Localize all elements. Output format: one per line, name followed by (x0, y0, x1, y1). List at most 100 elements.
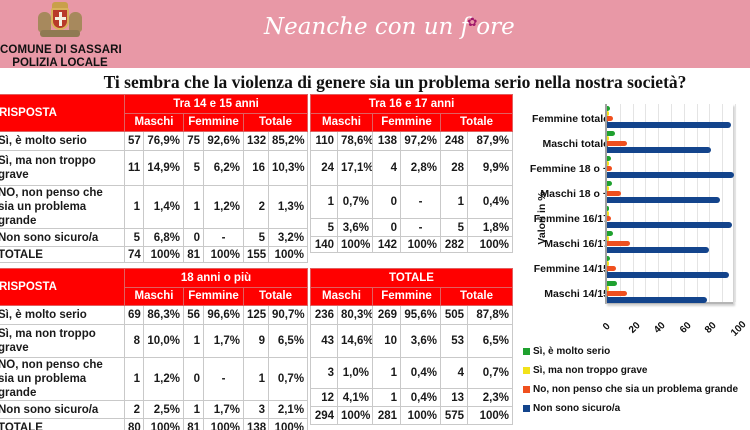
row-label: Non sono sicuro/a (0, 228, 125, 247)
bar (607, 216, 611, 222)
cell: 2,3% (467, 388, 513, 407)
cell: - (400, 185, 441, 219)
bar (607, 196, 720, 203)
cell: 110 (310, 131, 338, 151)
cell: 248 (440, 131, 468, 151)
col-header-totale: Totale (440, 286, 513, 306)
legend-item: No, non penso che sia un problema grande (523, 380, 738, 399)
coat-of-arms-icon (32, 2, 88, 40)
cell: 0,7% (467, 357, 513, 389)
cell: 80 (124, 418, 144, 430)
bar (607, 271, 729, 278)
x-tick-label: 40 (652, 320, 668, 336)
cell: 1,4% (143, 185, 184, 229)
bar-chart: Valori in % Femmine totale Maschi totale F… (515, 96, 749, 426)
cell: 1,0% (337, 357, 373, 389)
x-tick-label: 80 (703, 320, 720, 336)
legend-label: Sì, ma non troppo grave (533, 365, 648, 376)
cell: 17,1% (337, 150, 373, 186)
cell: 11 (124, 150, 144, 186)
table-row: 1 0,7% 0-1 0,4% (310, 185, 514, 219)
cell: 10,3% (267, 150, 309, 186)
table-row: 236 80,3% 269 95,6% 505 87,8% (310, 305, 513, 325)
row-label: TOTALE (0, 418, 125, 430)
cell: 96,6% (203, 305, 244, 325)
cell: 1 (372, 357, 401, 389)
cell: 76,9% (143, 131, 184, 151)
cell: 86,3% (143, 305, 184, 325)
category-label: Femmine 16/17 (533, 212, 609, 225)
cell: 575 (440, 406, 468, 425)
gridline (722, 104, 724, 302)
cell: 138 (372, 131, 401, 151)
row-label: Sì, ma non troppo grave (0, 324, 125, 358)
cell: 14,9% (143, 150, 184, 186)
legend-item: Sì, è molto serio (523, 342, 738, 361)
bar (607, 186, 609, 192)
page-title: Ti sembra che la violenza di genere sia … (103, 72, 687, 92)
gridline (658, 104, 660, 302)
table-row: NO, non penso che sia un problema grande… (0, 185, 309, 229)
x-tick-label: 0 (601, 321, 613, 333)
cell: 0 (372, 218, 401, 237)
cell: 142 (372, 236, 401, 253)
bar (607, 246, 710, 253)
legend-swatch-icon (523, 367, 530, 374)
col-header-femmine: Femmine (372, 112, 441, 132)
legend-swatch-icon (523, 348, 530, 355)
cell: 80,3% (337, 305, 373, 325)
category-label: Femmine 18 o + (529, 162, 609, 175)
table-row: 3 1,0% 1 0,4% 4 0,7% (310, 357, 513, 389)
cell: 5 (243, 228, 269, 247)
cell: 505 (440, 305, 468, 325)
cell: 100% (466, 236, 514, 253)
cell: 132 (243, 131, 269, 151)
group-header: Tra 16 e 17 anni (309, 94, 514, 114)
group-header: Tra 14 e 15 anni (123, 94, 309, 114)
cell: 100% (337, 236, 373, 253)
gridline (735, 104, 736, 302)
table-row: Sì, ma non troppo grave 8 10,0% 1 1,7% 9 6,5% (0, 324, 309, 358)
cell: 3,2% (267, 228, 309, 247)
bar (607, 171, 734, 178)
bar (607, 131, 615, 136)
cell: 1 (183, 324, 204, 358)
cell: 16 (243, 150, 269, 186)
cell: 95,6% (400, 305, 441, 325)
table-row: Non sono sicuro/a 2 2,5% 1 1,7% 3 2,1% (0, 400, 309, 419)
chart-legend: Sì, è molto serio Sì, ma non troppo grave… (523, 342, 738, 418)
gridline (696, 104, 698, 302)
legend-label: No, non penso che sia un problema grande (533, 384, 739, 395)
bar (607, 146, 711, 153)
bar (607, 181, 613, 186)
cell: 1,2% (203, 185, 244, 229)
cell: - (400, 218, 441, 237)
cell: - (203, 357, 244, 401)
col-header-femmine: Femmine (183, 286, 244, 306)
col-header-totale: Totale (439, 112, 514, 132)
cell: 1 (372, 388, 401, 407)
bar (607, 166, 613, 172)
table-row: Non sono sicuro/a 5 6,8% 0-5 3,2% (0, 228, 309, 247)
slogan-text-2: ore (476, 14, 515, 40)
cell: 78,6% (337, 131, 373, 151)
cell: 0,4% (400, 357, 441, 389)
row-label: Sì, è molto serio (0, 131, 125, 151)
cell: 74 (124, 246, 144, 263)
bar (607, 161, 609, 167)
cell: 53 (440, 324, 468, 358)
cell: 57 (124, 131, 144, 151)
bar (607, 231, 614, 236)
cell: 4,1% (337, 388, 373, 407)
cell: 1,7% (203, 324, 244, 358)
row-label: NO, non penso che sia un problema grande (0, 357, 125, 401)
cell: 5 (124, 228, 144, 247)
cell: 5 (310, 218, 338, 237)
cell: 282 (440, 236, 468, 253)
bar (607, 211, 609, 217)
cell: 12 (310, 388, 338, 407)
legend-swatch-icon (523, 405, 530, 412)
col-header-femmine: Femmine (372, 286, 441, 306)
col-header-femmine: Femmine (183, 112, 244, 132)
col-header-maschi: Maschi (310, 112, 373, 132)
